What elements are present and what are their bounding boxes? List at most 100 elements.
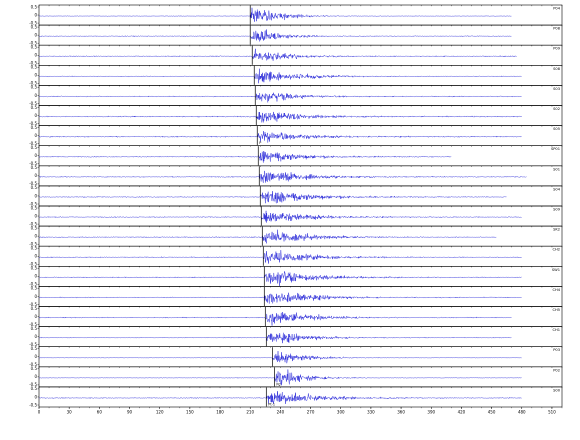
y-tick-label: -0.5 xyxy=(29,322,37,327)
station-label: P09 xyxy=(553,47,560,51)
station-label: CH1 xyxy=(553,328,561,332)
station-label: S05 xyxy=(553,127,560,131)
x-tick-label: 180 xyxy=(216,410,224,415)
waveform-trace xyxy=(38,369,522,386)
x-tick-label: 480 xyxy=(518,410,526,415)
y-tick-label: 0.5 xyxy=(31,4,38,9)
waveform-trace xyxy=(38,29,512,42)
x-tick-label: 150 xyxy=(186,410,194,415)
station-label: P02 xyxy=(553,368,560,372)
x-tick-label: 90 xyxy=(127,410,133,415)
waveform-trace xyxy=(38,250,522,264)
y-tick-label: -0.5 xyxy=(29,242,37,247)
waveform-trace xyxy=(38,68,522,84)
y-tick-label: -0.5 xyxy=(29,382,37,387)
y-tick-label: 0.5 xyxy=(31,225,38,230)
y-tick-label: 0 xyxy=(34,133,37,138)
waveform-trace xyxy=(38,271,522,286)
waveform-trace xyxy=(38,92,522,103)
waveform-trace xyxy=(38,210,522,223)
y-tick-label: -0.5 xyxy=(29,402,37,407)
y-tick-label: 0 xyxy=(34,12,37,17)
y-tick-label: 0 xyxy=(34,173,37,178)
station-label: S03 xyxy=(553,87,560,91)
y-tick-label: 0 xyxy=(34,334,37,339)
y-tick-label: 0 xyxy=(34,193,37,198)
station-label: CH2 xyxy=(553,248,561,252)
station-label: S01 xyxy=(553,167,560,171)
phase-annotation: P xyxy=(259,141,261,145)
y-tick-label: 0.5 xyxy=(31,85,38,90)
waveform-trace xyxy=(38,311,512,326)
y-tick-label: 0.5 xyxy=(31,185,38,190)
x-tick-label: 60 xyxy=(97,410,103,415)
waveform-trace xyxy=(38,351,522,364)
waveform-trace xyxy=(38,111,522,123)
y-tick-label: 0.5 xyxy=(31,366,38,371)
waveform-trace xyxy=(38,131,522,143)
y-tick-label: 0 xyxy=(34,354,37,359)
y-tick-label: 0.5 xyxy=(31,65,38,70)
x-tick-label: 450 xyxy=(488,410,496,415)
y-tick-label: 0 xyxy=(34,53,37,58)
station-label: S09 xyxy=(553,208,561,212)
y-tick-label: -0.5 xyxy=(29,101,37,106)
station-label: S02 xyxy=(553,107,560,111)
y-tick-label: 0 xyxy=(34,32,37,37)
y-tick-label: 0 xyxy=(34,213,37,218)
waveform-trace xyxy=(38,229,497,244)
station-label: S00 xyxy=(553,388,561,392)
y-tick-label: 0.5 xyxy=(31,165,38,170)
y-tick-label: -0.5 xyxy=(29,161,37,166)
panel-frame xyxy=(38,386,563,408)
y-tick-label: 0 xyxy=(34,93,37,98)
y-tick-label: 0 xyxy=(34,73,37,78)
waveform-trace xyxy=(38,191,507,204)
x-tick-label: 0 xyxy=(38,410,41,415)
waveform-trace xyxy=(38,151,452,163)
y-tick-label: 0 xyxy=(34,394,37,399)
y-tick-label: 0.5 xyxy=(31,286,38,291)
y-tick-label: 0 xyxy=(34,254,37,259)
y-tick-label: 0 xyxy=(34,314,37,319)
panel-frame xyxy=(38,145,563,167)
panel-frame xyxy=(38,265,563,287)
panel-frame xyxy=(38,245,563,267)
y-tick-label: -0.5 xyxy=(29,121,37,126)
y-tick-label: 0.5 xyxy=(31,105,38,110)
y-tick-label: 0.5 xyxy=(31,346,38,351)
y-tick-label: -0.5 xyxy=(29,201,37,206)
y-tick-label: -0.5 xyxy=(29,302,37,307)
y-tick-label: -0.5 xyxy=(29,81,37,86)
panel-frame xyxy=(38,65,563,86)
station-label: CH5 xyxy=(553,308,561,312)
waveform-trace xyxy=(38,7,512,22)
station-label: S04 xyxy=(553,187,561,191)
x-tick-label: 30 xyxy=(67,410,73,415)
y-tick-label: -0.5 xyxy=(29,221,37,226)
y-tick-label: 0.5 xyxy=(31,125,38,130)
y-tick-label: -0.5 xyxy=(29,61,37,66)
y-tick-label: -0.5 xyxy=(29,262,37,267)
station-label: SP01 xyxy=(551,147,560,151)
station-label: SW1 xyxy=(552,268,560,272)
x-tick-label: 240 xyxy=(277,410,285,415)
panel-frame xyxy=(38,185,563,207)
waveform-trace xyxy=(38,292,522,304)
y-tick-label: 0.5 xyxy=(31,145,38,150)
x-tick-label: 510 xyxy=(548,410,556,415)
station-label: CH4 xyxy=(553,288,561,292)
x-tick-label: 270 xyxy=(307,410,315,415)
waveform-trace xyxy=(38,332,512,344)
x-tick-label: 360 xyxy=(397,410,405,415)
y-tick-label: 0.5 xyxy=(31,205,38,210)
y-tick-label: 0.5 xyxy=(31,386,38,391)
y-tick-label: -0.5 xyxy=(29,282,37,287)
waveform-trace xyxy=(38,391,522,404)
y-tick-label: -0.5 xyxy=(29,41,37,46)
y-tick-label: 0.5 xyxy=(31,45,38,50)
x-tick-label: 120 xyxy=(156,410,164,415)
y-tick-label: 0 xyxy=(34,294,37,299)
